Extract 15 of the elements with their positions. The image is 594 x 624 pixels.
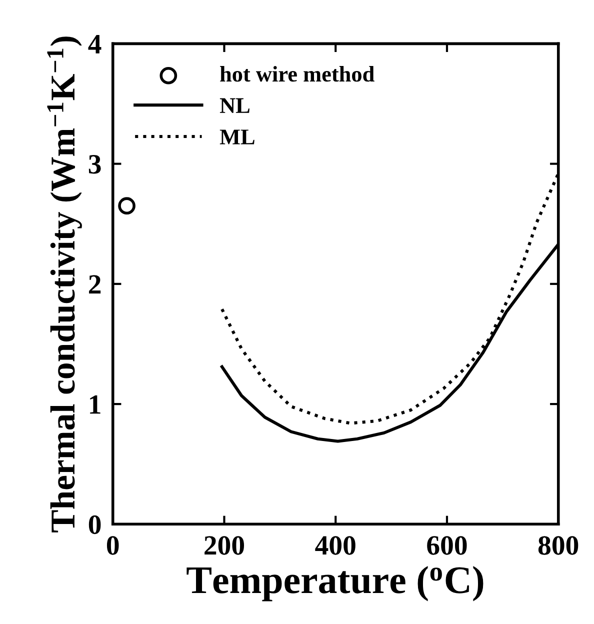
x-tick-label: 600 bbox=[427, 536, 467, 555]
x-tick-label: 0 bbox=[106, 536, 119, 555]
x-tick-label: 400 bbox=[315, 536, 356, 555]
y-tick-label: 0 bbox=[88, 515, 101, 534]
x-tick-label: 200 bbox=[204, 536, 244, 555]
y-tick-label: 2 bbox=[89, 275, 101, 294]
x-axis-title: Temperature ($^{o}$C) bbox=[186, 566, 484, 602]
x-tick-label: 800 bbox=[538, 536, 578, 555]
y-tick-label: 3 bbox=[88, 155, 101, 174]
legend-label: NL bbox=[220, 98, 250, 113]
y-tick-label: 4 bbox=[88, 35, 102, 54]
legend-label: hot wire method bbox=[220, 66, 374, 82]
y-axis-title: Thermal conductivity (Wm$^{−1}$K$^{−1}$) bbox=[47, 36, 82, 532]
legend-label: ML bbox=[220, 130, 254, 144]
y-tick-label: 1 bbox=[90, 395, 100, 414]
